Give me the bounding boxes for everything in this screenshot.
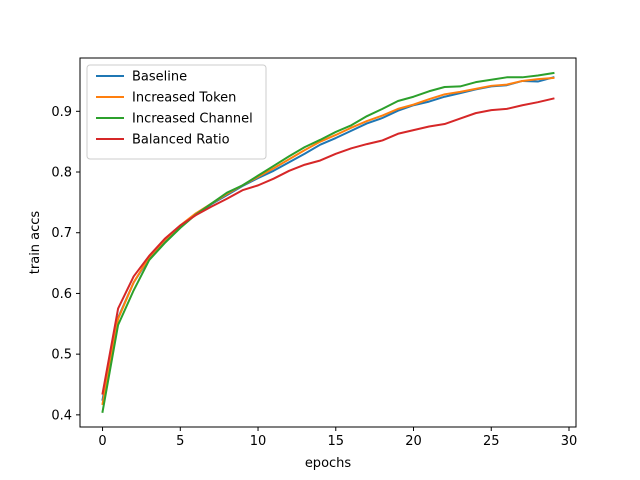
y-tick-label: 0.8 — [51, 166, 72, 181]
series-layer — [101, 71, 555, 413]
y-tick-label: 0.6 — [51, 287, 72, 302]
x-tick-label: 10 — [250, 434, 267, 449]
legend-label: Baseline — [132, 70, 187, 85]
x-tick-label: 30 — [561, 434, 578, 449]
y-tick-label: 0.7 — [51, 226, 72, 241]
y-axis: 0.4 0.5 0.6 0.7 0.8 0.9 — [51, 105, 80, 423]
x-tick-label: 25 — [483, 434, 500, 449]
legend-box — [86, 64, 267, 160]
y-axis-label: train accs — [28, 211, 43, 275]
legend-label: Increased Channel — [132, 112, 253, 127]
x-tick-label: 15 — [328, 434, 345, 449]
x-axis: 0 5 10 15 20 25 30 — [98, 427, 577, 449]
x-axis-label: epochs — [305, 456, 352, 471]
x-tick-label: 20 — [405, 434, 422, 449]
y-tick-label: 0.4 — [51, 408, 72, 423]
series-line-4 — [101, 97, 555, 395]
series-line-3 — [101, 71, 555, 413]
legend-label: Balanced Ratio — [132, 133, 230, 148]
plot-frame — [79, 57, 577, 428]
x-tick-label: 0 — [98, 434, 106, 449]
y-tick-label: 0.9 — [51, 105, 72, 120]
x-tick-label: 5 — [176, 434, 184, 449]
legend-label: Increased Token — [132, 91, 236, 106]
legend: Baseline Increased Token Increased Channel… — [86, 64, 267, 160]
y-tick-label: 0.5 — [51, 348, 72, 363]
